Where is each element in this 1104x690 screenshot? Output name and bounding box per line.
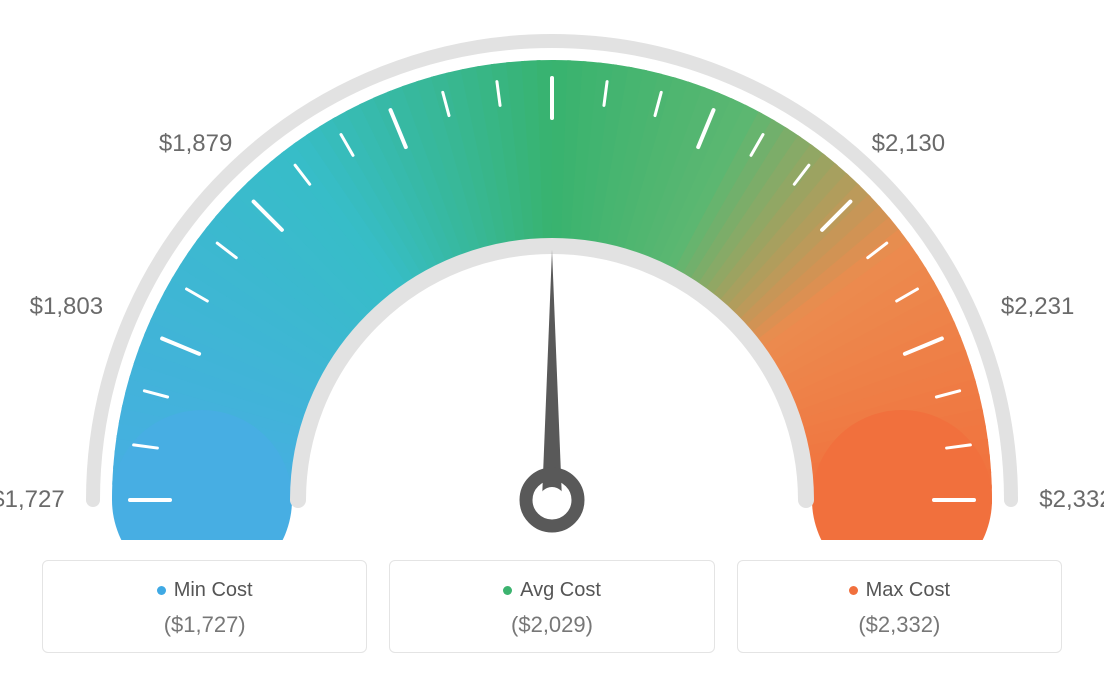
gauge-tick-label: $2,130 xyxy=(872,130,945,158)
gauge-tick-label: $1,879 xyxy=(159,130,232,158)
gauge-tick-label: $1,803 xyxy=(30,293,103,321)
gauge-tick-label: $2,231 xyxy=(1001,293,1074,321)
max-cost-card: Max Cost ($2,332) xyxy=(737,560,1062,653)
avg-cost-title: Avg Cost xyxy=(520,579,601,602)
min-cost-title: Min Cost xyxy=(174,579,253,602)
min-cost-value: ($1,727) xyxy=(53,612,356,638)
gauge-chart: $1,727$1,803$1,879$2,029$2,130$2,231$2,3… xyxy=(20,20,1084,540)
min-cost-dot xyxy=(157,586,166,595)
max-cost-dot xyxy=(849,586,858,595)
gauge-tick-label: $1,727 xyxy=(0,486,65,514)
max-cost-value: ($2,332) xyxy=(748,612,1051,638)
avg-cost-title-row: Avg Cost xyxy=(400,579,703,602)
avg-cost-dot xyxy=(503,586,512,595)
min-cost-card: Min Cost ($1,727) xyxy=(42,560,367,653)
max-cost-title: Max Cost xyxy=(866,579,950,602)
min-cost-title-row: Min Cost xyxy=(53,579,356,602)
cost-cards-row: Min Cost ($1,727) Avg Cost ($2,029) Max … xyxy=(42,560,1062,653)
avg-cost-value: ($2,029) xyxy=(400,612,703,638)
max-cost-title-row: Max Cost xyxy=(748,579,1051,602)
gauge-tick-label: $2,332 xyxy=(1039,486,1104,514)
gauge-svg xyxy=(20,20,1084,540)
avg-cost-card: Avg Cost ($2,029) xyxy=(389,560,714,653)
